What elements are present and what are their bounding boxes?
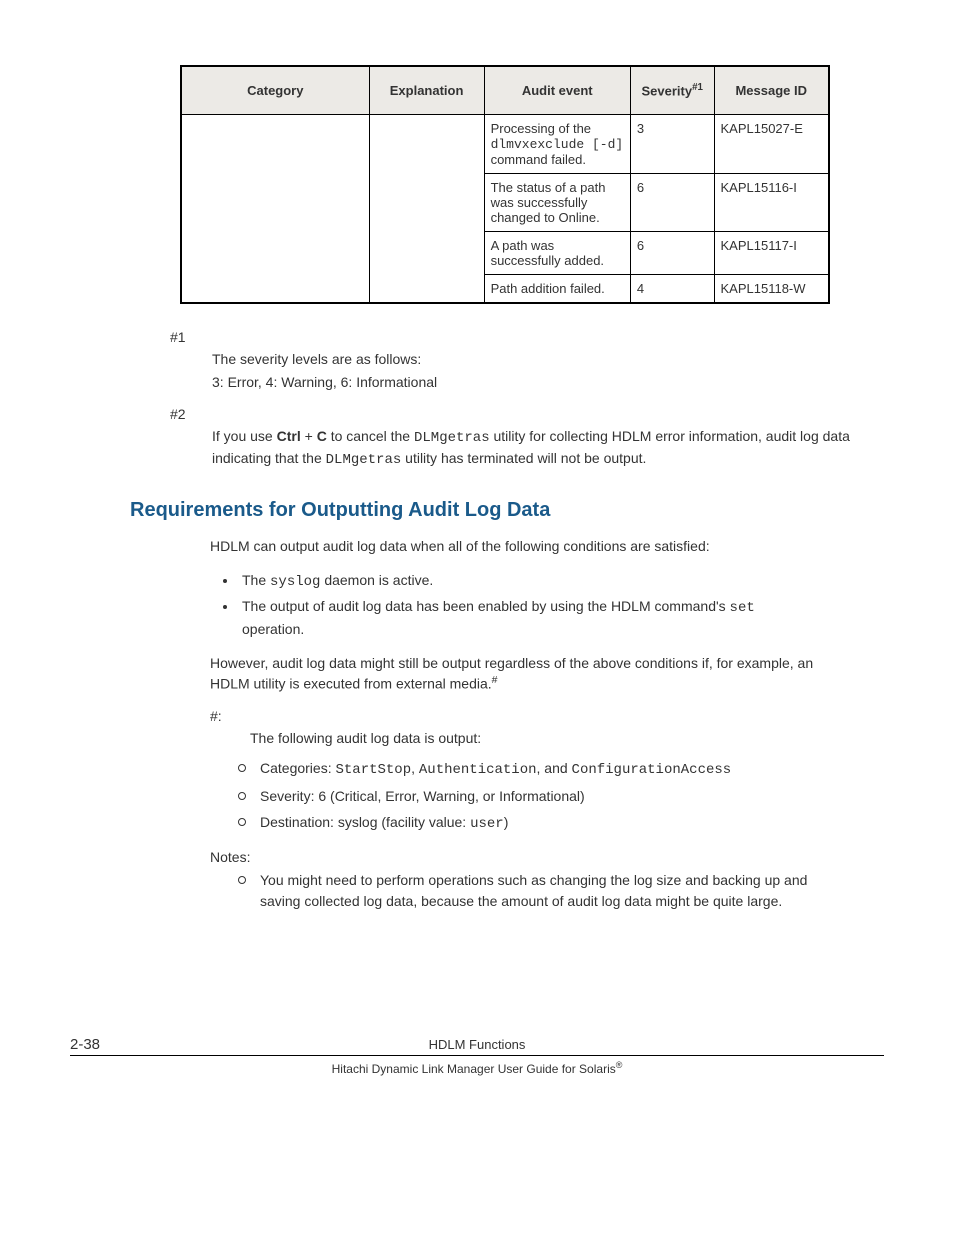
cell-explanation-empty <box>369 114 484 303</box>
section-heading: Requirements for Outputting Audit Log Da… <box>130 499 884 522</box>
b2-code: set <box>730 600 755 616</box>
however-text: However, audit log data might still be o… <box>210 653 814 694</box>
c3-pre: Destination: syslog (facility value: <box>260 814 470 830</box>
table-header-row: Category Explanation Audit event Severit… <box>181 66 829 114</box>
list-item: The output of audit log data has been en… <box>238 596 814 639</box>
fn2-ctrl: Ctrl <box>277 428 301 444</box>
fn2-end: utility has terminated will not be outpu… <box>401 450 646 466</box>
cell-audit: A path was successfully added. <box>484 231 630 274</box>
page-footer: 2-38 HDLM Functions Hitachi Dynamic Link… <box>0 1036 954 1076</box>
cell-audit: The status of a path was successfully ch… <box>484 173 630 231</box>
footnote-2-body: If you use Ctrl + C to cancel the DLMget… <box>212 426 884 471</box>
cell-audit: Path addition failed. <box>484 274 630 303</box>
footnote-2-text: If you use Ctrl + C to cancel the DLMget… <box>212 426 884 471</box>
c1-pre: Categories: <box>260 760 335 776</box>
b1-code: syslog <box>270 574 320 590</box>
c3-code: user <box>470 816 504 832</box>
hash-intro: The following audit log data is output: <box>250 728 814 748</box>
list-item: Categories: StartStop, Authentication, a… <box>260 758 814 781</box>
b2-pre: The output of audit log data has been en… <box>242 598 730 614</box>
fn2-pre: If you use <box>212 428 277 444</box>
audit-code: dlmvxexclude [-d] <box>491 137 624 152</box>
c1-s1: , <box>411 760 419 776</box>
audit-text-pre: A path was successfully added. <box>491 238 604 268</box>
col-severity: Severity#1 <box>630 66 714 114</box>
page-container: Category Explanation Audit event Severit… <box>0 0 954 966</box>
however-pre: However, audit log data might still be o… <box>210 655 813 692</box>
cell-audit: Processing of the dlmvxexclude [-d] comm… <box>484 114 630 173</box>
col-severity-text: Severity <box>641 83 692 98</box>
table-row: Processing of the dlmvxexclude [-d] comm… <box>181 114 829 173</box>
cell-msgid: KAPL15027-E <box>714 114 829 173</box>
col-severity-sup: #1 <box>692 82 703 93</box>
footer-title: HDLM Functions <box>160 1037 794 1052</box>
cell-severity: 4 <box>630 274 714 303</box>
col-audit-event: Audit event <box>484 66 630 114</box>
audit-text-post: command failed. <box>491 152 586 167</box>
cell-severity: 6 <box>630 173 714 231</box>
requirements-list: The syslog daemon is active. The output … <box>210 570 814 639</box>
footnote-1-line1: The severity levels are as follows: <box>212 349 884 369</box>
b2-post: operation. <box>242 621 304 637</box>
cell-category-empty <box>181 114 369 303</box>
section-intro: HDLM can output audit log data when all … <box>210 536 814 556</box>
cell-msgid: KAPL15118-W <box>714 274 829 303</box>
footnote-1-body: The severity levels are as follows: 3: E… <box>212 349 884 393</box>
fn2-plus: + <box>301 428 317 444</box>
footnotes: #1 The severity levels are as follows: 3… <box>170 329 884 471</box>
footnote-2-label: #2 <box>170 406 884 422</box>
cell-severity: 3 <box>630 114 714 173</box>
notes-label: Notes: <box>210 849 884 865</box>
col-category: Category <box>181 66 369 114</box>
audit-text-pre: Processing of the <box>491 121 591 136</box>
audit-text-pre: The status of a path was successfully ch… <box>491 180 606 225</box>
c1-c: ConfigurationAccess <box>572 762 732 778</box>
footer-sub-text: Hitachi Dynamic Link Manager User Guide … <box>332 1062 616 1076</box>
list-item: Severity: 6 (Critical, Error, Warning, o… <box>260 786 814 807</box>
col-explanation: Explanation <box>369 66 484 114</box>
however-sup: # <box>492 674 498 686</box>
fn2-code2: DLMgetras <box>326 452 402 468</box>
audit-text-pre: Path addition failed. <box>491 281 605 296</box>
footer-subtitle: Hitachi Dynamic Link Manager User Guide … <box>70 1060 884 1076</box>
hash-label: #: <box>210 708 884 724</box>
footer-top-row: 2-38 HDLM Functions <box>70 1036 884 1056</box>
list-item: The syslog daemon is active. <box>238 570 814 592</box>
b1-post: daemon is active. <box>320 572 433 588</box>
cell-msgid: KAPL15117-I <box>714 231 829 274</box>
footnote-1-line2: 3: Error, 4: Warning, 6: Informational <box>212 372 884 392</box>
cell-msgid: KAPL15116-I <box>714 173 829 231</box>
c3-post: ) <box>504 814 509 830</box>
fn2-mid: to cancel the <box>327 428 414 444</box>
table-header: Category Explanation Audit event Severit… <box>181 66 829 114</box>
fn2-code1: DLMgetras <box>414 430 490 446</box>
footer-sub-sup: ® <box>616 1060 623 1070</box>
table-body: Processing of the dlmvxexclude [-d] comm… <box>181 114 829 303</box>
footnote-1-label: #1 <box>170 329 884 345</box>
footer-page-number: 2-38 <box>70 1036 160 1053</box>
notes-list: You might need to perform operations suc… <box>230 870 814 912</box>
list-item: Destination: syslog (facility value: use… <box>260 812 814 835</box>
col-message-id: Message ID <box>714 66 829 114</box>
c1-s2: , and <box>537 760 572 776</box>
c1-a: StartStop <box>335 762 411 778</box>
c1-b: Authentication <box>419 762 537 778</box>
cell-severity: 6 <box>630 231 714 274</box>
hash-list: Categories: StartStop, Authentication, a… <box>230 758 814 835</box>
list-item: You might need to perform operations suc… <box>260 870 814 912</box>
fn2-c: C <box>317 428 327 444</box>
audit-events-table: Category Explanation Audit event Severit… <box>180 65 830 304</box>
b1-pre: The <box>242 572 270 588</box>
